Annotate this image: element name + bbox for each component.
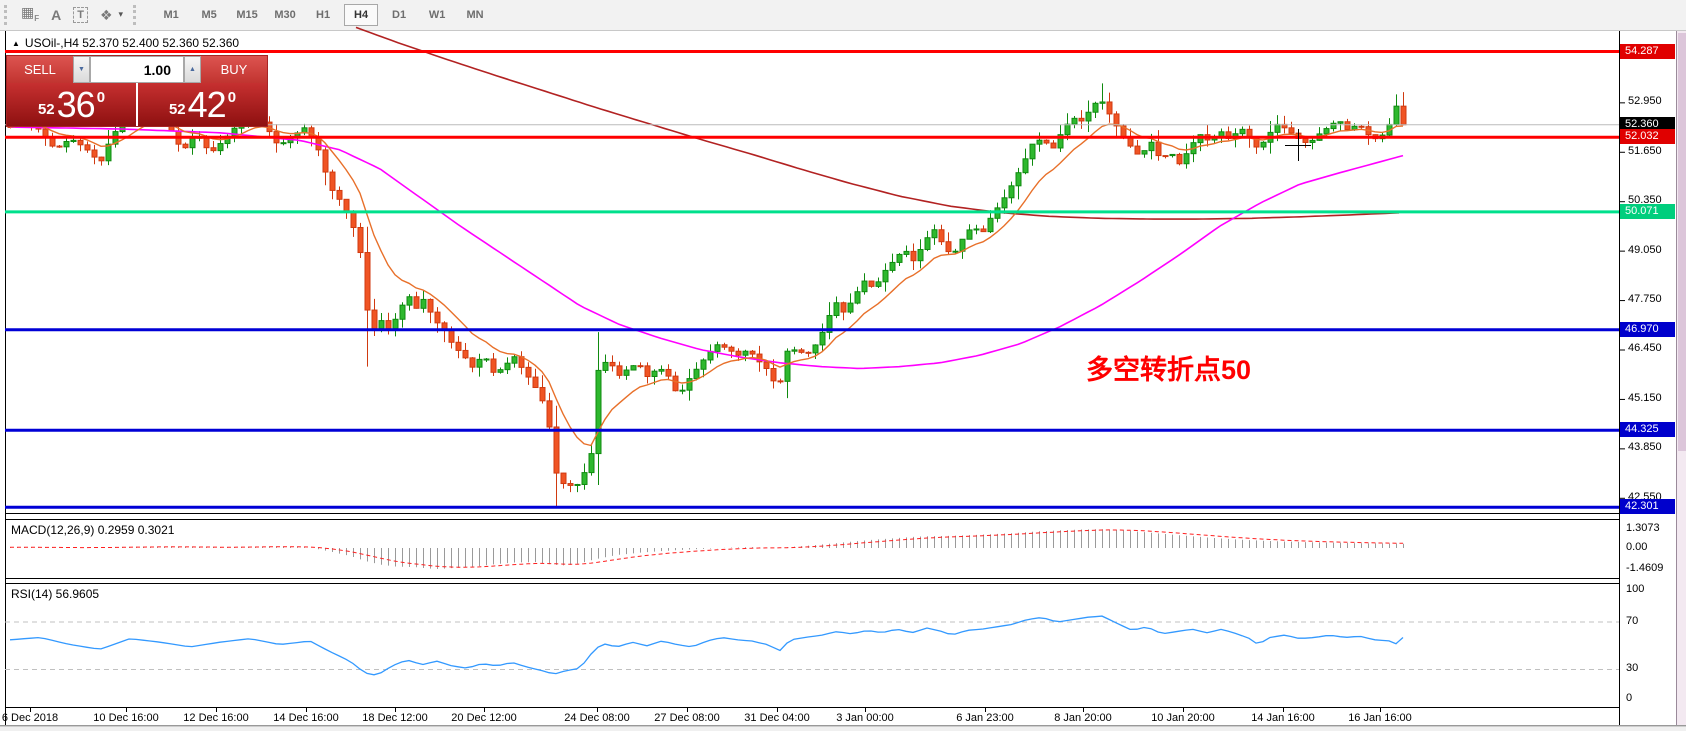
date-ticks — [30, 707, 1381, 712]
ma-slow-line — [355, 26, 1400, 220]
sell-price-display[interactable]: 52 36 0 — [7, 83, 136, 126]
timeframe-MN[interactable]: MN — [466, 9, 484, 21]
rsi-levels — [5, 621, 1619, 670]
timeframe-M1[interactable]: M1 — [163, 9, 179, 21]
trade-controls-row: SELL ▼ ▲ BUY — [7, 56, 267, 83]
timeframe-D1[interactable]: D1 — [392, 9, 407, 21]
sell-price-main: 36 — [56, 83, 96, 125]
symbol-ohlc-text: USOil-,H4 52.370 52.400 52.360 52.360 — [24, 36, 240, 50]
timeframe-M30[interactable]: M30 — [274, 9, 296, 21]
buy-button[interactable]: BUY — [201, 56, 267, 83]
volume-input[interactable] — [90, 56, 184, 83]
buy-price-int: 52 — [168, 101, 186, 118]
volume-increase-button[interactable]: ▲ — [184, 56, 201, 83]
buy-price-pip: 0 — [227, 89, 237, 106]
macd-signal-line — [10, 529, 1404, 568]
toolbar-grip[interactable] — [4, 5, 7, 25]
volume-decrease-button[interactable]: ▼ — [73, 56, 90, 83]
timeframe-H4[interactable]: H4 — [344, 4, 379, 26]
scrollbar-thumb[interactable] — [1678, 33, 1686, 451]
symbol-marker-icon: ▲ — [12, 39, 20, 48]
sell-button[interactable]: SELL — [7, 56, 73, 83]
timeframes-group: M1 M5 M15 M30 H1 H4 D1 W1 MN — [154, 4, 492, 26]
grid-tool-icon[interactable]: ▦F — [21, 3, 40, 23]
price-ticks — [1619, 102, 1625, 499]
buy-price-main: 42 — [187, 83, 227, 125]
timeframe-H1[interactable]: H1 — [316, 9, 331, 21]
price-divider — [136, 83, 138, 126]
dropdown-caret-icon[interactable]: ▾ — [118, 9, 124, 20]
vertical-scrollbar[interactable] — [1676, 31, 1686, 725]
panel-borders — [0, 31, 1686, 726]
top-toolbar: ▦F A T ❖ ▾ M1 M5 M15 M30 H1 H4 D1 W1 MN — [0, 0, 1686, 31]
macd-histogram — [10, 529, 1404, 569]
spin-down-icon: ▼ — [78, 66, 85, 73]
chart-symbol-label: ▲ USOil-,H4 52.370 52.400 52.360 52.360 — [12, 36, 239, 50]
sell-price-pip: 0 — [96, 89, 106, 106]
trade-prices-row: 52 36 0 52 42 0 — [7, 83, 267, 126]
chart-annotation-text: 多空转折点50 — [1086, 355, 1252, 385]
buy-price-display[interactable]: 52 42 0 — [138, 83, 267, 126]
textbox-tool-icon[interactable]: T — [73, 6, 88, 23]
spin-up-icon: ▲ — [189, 66, 196, 73]
timeframe-M5[interactable]: M5 — [201, 9, 217, 21]
rsi-line — [9, 615, 1404, 676]
ma-fast-line — [9, 122, 1404, 447]
drawing-tools-group: ▦F A T ❖ ▾ — [15, 2, 129, 29]
horizontal-lines — [5, 50, 1619, 509]
rsi-indicator-label: RSI(14) 56.9605 — [11, 587, 100, 601]
toolbar-grip[interactable] — [133, 5, 137, 25]
sell-price-int: 52 — [37, 101, 55, 118]
timeframe-M15[interactable]: M15 — [236, 9, 258, 21]
macd-indicator-label: MACD(12,26,9) 0.2959 0.3021 — [11, 523, 175, 537]
arrows-tool-icon[interactable]: ❖ — [99, 6, 113, 23]
timeframe-W1[interactable]: W1 — [428, 9, 446, 21]
status-bar — [0, 726, 1686, 731]
ma-mid-line — [9, 126, 1404, 370]
text-label-tool-icon[interactable]: A — [51, 6, 62, 23]
crosshair-cursor — [1285, 129, 1311, 161]
